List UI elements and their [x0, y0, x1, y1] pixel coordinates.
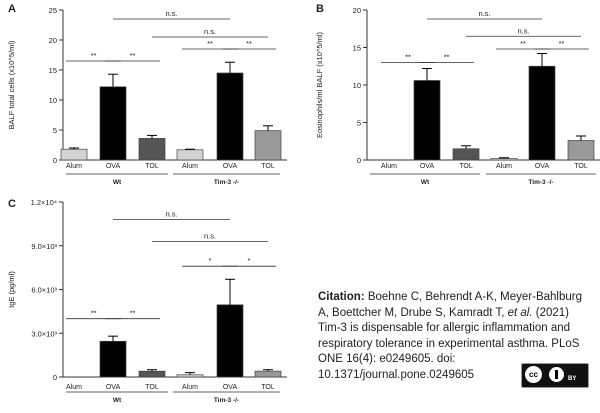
y-axis-label: IgE (pg/ml) — [7, 271, 16, 308]
bar — [99, 86, 127, 161]
y-tick-label: 0 — [53, 373, 57, 382]
y-axis-label: Eosinophils/ml BALF (x10^5/ml) — [315, 31, 324, 138]
bar — [216, 72, 244, 161]
significance-label: ** — [91, 51, 97, 60]
x-category-label: TOL — [145, 163, 159, 170]
group-label: Wt — [421, 179, 430, 186]
citation-authors: Boehne C, Behrendt A-K, Meyer-Bahlburg A… — [318, 291, 582, 319]
bar — [490, 158, 518, 161]
citation-text: Citation: Boehne C, Behrendt A-K, Meyer-… — [318, 290, 593, 383]
significance-label: * — [209, 256, 212, 265]
x-category-label: OVA — [106, 163, 121, 170]
bar — [176, 374, 204, 378]
x-category-label: TOL — [261, 384, 275, 391]
x-category-label: Alum — [66, 163, 82, 170]
y-axis-label: BALF total cells (x10^5/ml) — [7, 40, 16, 129]
y-tick-label: 10 — [49, 96, 57, 105]
significance-label: n.s. — [517, 26, 529, 35]
group-label: Tim-3 -/- — [214, 179, 239, 186]
x-category-label: TOL — [459, 163, 473, 170]
x-category-label: Alum — [381, 163, 397, 170]
y-tick-label: 5 — [53, 126, 57, 135]
y-tick-label: 5 — [357, 119, 361, 128]
significance-label: ** — [444, 53, 450, 62]
panel-letter: A — [8, 3, 16, 15]
significance-label: n.s. — [165, 210, 177, 219]
citation-label: Citation: — [318, 291, 365, 303]
cc-by-license-badge: cc BY — [521, 363, 589, 388]
x-category-label: Alum — [66, 384, 82, 391]
citation-details: (2021) Tim-3 is dispensable for allergic… — [318, 306, 580, 381]
significance-label: ** — [246, 39, 252, 48]
y-tick-label: 0 — [357, 156, 361, 165]
bar — [254, 370, 282, 378]
significance-label: ** — [405, 53, 411, 62]
y-tick-label: 25 — [49, 6, 57, 15]
y-tick-label: 15 — [49, 66, 57, 75]
bar — [413, 80, 441, 161]
significance-label: ** — [130, 51, 136, 60]
significance-label: ** — [91, 309, 97, 318]
bar — [567, 140, 595, 161]
bar — [176, 149, 204, 161]
x-category-label: Alum — [496, 163, 512, 170]
x-category-label: TOL — [145, 384, 159, 391]
significance-label: n.s. — [204, 27, 216, 36]
bar — [99, 340, 127, 378]
significance-label: ** — [130, 309, 136, 318]
citation-etal: et al. — [507, 306, 533, 319]
significance-label: ** — [559, 39, 565, 48]
x-category-label: Alum — [182, 384, 198, 391]
y-tick-label: 15 — [353, 44, 361, 53]
x-category-label: OVA — [223, 163, 238, 170]
y-tick-label: 10 — [353, 81, 361, 90]
group-label: Tim-3 -/- — [528, 179, 553, 186]
x-category-label: OVA — [223, 384, 238, 391]
bar — [60, 148, 88, 161]
significance-label: ** — [520, 39, 526, 48]
significance-label: n.s. — [478, 9, 490, 18]
y-tick-label: 1.2×10⁴ — [31, 198, 57, 207]
y-tick-label: 3.0×10³ — [31, 329, 57, 338]
x-category-label: Alum — [182, 163, 198, 170]
x-category-label: OVA — [420, 163, 435, 170]
bar — [138, 138, 166, 161]
group-label: Wt — [113, 179, 122, 186]
bar — [216, 304, 244, 378]
cc-icon: cc — [525, 366, 542, 383]
significance-label: ** — [207, 39, 213, 48]
panel-letter: C — [8, 198, 16, 210]
x-category-label: TOL — [574, 163, 588, 170]
significance-label: n.s. — [165, 9, 177, 18]
bar — [254, 130, 282, 161]
x-category-label: OVA — [106, 384, 121, 391]
x-category-label: TOL — [261, 163, 275, 170]
y-tick-label: 20 — [49, 36, 57, 45]
group-label: Tim-3 -/- — [214, 397, 239, 404]
bar — [138, 370, 166, 378]
y-tick-label: 9.0×10³ — [31, 242, 57, 251]
significance-label: * — [248, 256, 251, 265]
attribution-icon — [549, 367, 564, 382]
group-label: Wt — [113, 397, 122, 404]
x-category-label: OVA — [535, 163, 550, 170]
y-tick-label: 20 — [353, 6, 361, 15]
y-tick-label: 0 — [53, 156, 57, 165]
by-label: BY — [568, 376, 577, 382]
panel-letter: B — [316, 3, 324, 15]
y-tick-label: 6.0×10³ — [31, 286, 57, 295]
bar — [452, 148, 480, 161]
bar — [528, 65, 556, 161]
significance-label: n.s. — [204, 231, 216, 240]
